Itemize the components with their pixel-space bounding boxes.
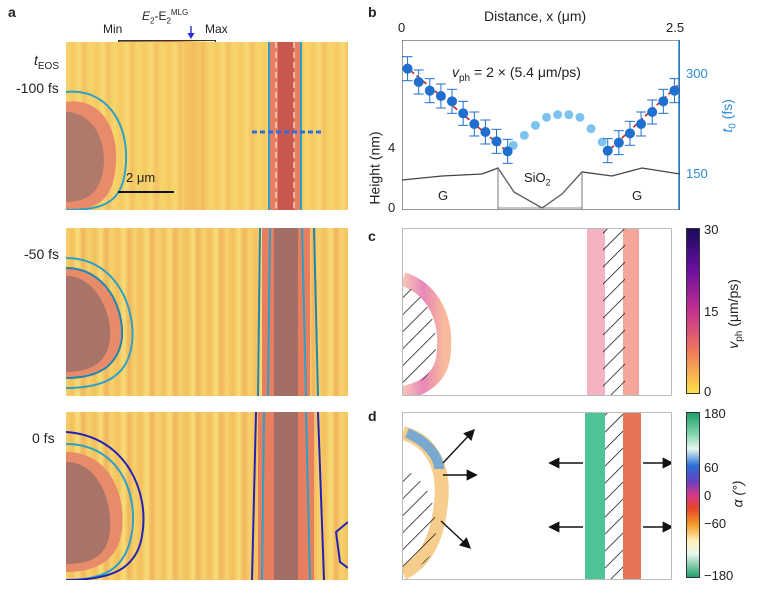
b-region-sio2-sub: 2 <box>545 177 551 188</box>
b-velocity-v: v <box>452 64 459 80</box>
panel-letter-c: c <box>368 228 376 244</box>
kpfm-image-1: 2 μm <box>66 42 348 210</box>
dark-point <box>502 146 513 157</box>
light-point <box>519 130 529 140</box>
b-right-tick-150: 150 <box>686 166 708 181</box>
plot-b <box>402 40 680 210</box>
b-top-tick-0: 0 <box>398 20 406 35</box>
dark-point <box>469 119 480 129</box>
dark-point <box>491 136 502 147</box>
light-point <box>553 110 563 120</box>
t-eos-label: tEOS <box>34 52 59 72</box>
dark-point <box>424 85 435 96</box>
cbar-d-gradient <box>686 412 700 578</box>
cbar-c-tick-0: 0 <box>704 384 712 399</box>
b-region-sio2-text: SiO <box>524 170 546 185</box>
cbar-d-tick-neg60: −60 <box>704 516 727 531</box>
dark-point <box>647 107 658 117</box>
cbar-a-max: Max <box>205 22 228 36</box>
cbar-c-tick-30: 30 <box>704 222 719 237</box>
cbar-a-title-dash: -E <box>154 9 167 23</box>
t-eos-main: t <box>34 52 38 68</box>
light-point <box>575 112 585 122</box>
cbar-c-tick-15: 15 <box>704 304 719 319</box>
b-right-axis-sub: 0 <box>727 123 739 129</box>
cbar-a-title-sub: 2 <box>150 16 155 26</box>
dark-point <box>458 108 469 119</box>
b-region-sio2: SiO2 <box>524 170 551 188</box>
cbar-a-title-sub2: 2 <box>166 16 171 26</box>
cbar-d-tick-180: 180 <box>704 406 726 421</box>
cbar-d-tick-neg180: −180 <box>704 568 734 583</box>
cbar-c-label-unit: (μm/ps) <box>724 279 741 331</box>
cbar-a-title: E2-E2MLG <box>142 8 188 25</box>
dark-point <box>669 85 680 96</box>
b-left-tick-4: 4 <box>388 140 396 155</box>
cbar-c-gradient <box>686 228 700 394</box>
time-label-1: -100 fs <box>16 80 59 96</box>
b-right-axis-t: t <box>718 128 735 133</box>
panel-letter-a: a <box>8 4 16 20</box>
dark-point <box>602 145 613 156</box>
scalebar-label: 2 μm <box>126 170 156 185</box>
light-point <box>530 120 540 130</box>
b-right-axis-unit: (fs) <box>718 99 735 124</box>
kpfm-image-3 <box>66 412 348 580</box>
cbar-a-min: Min <box>103 22 123 36</box>
dark-point <box>435 91 446 101</box>
cbar-a-title-e: E <box>142 9 151 23</box>
b-velocity-value: = 2 × (5.4 μm/ps) <box>470 64 581 80</box>
dark-point <box>480 127 491 137</box>
kpfm-image-2 <box>66 228 348 396</box>
cbar-d-label: α (°) <box>729 480 746 508</box>
b-left-tick-0: 0 <box>388 200 396 215</box>
light-point <box>508 140 518 150</box>
t-eos-sub: EOS <box>37 60 60 72</box>
cbar-a-title-sup: MLG <box>170 8 189 17</box>
cbar-d-tick-0: 0 <box>704 488 712 503</box>
dark-point <box>447 96 458 107</box>
b-right-tick-300: 300 <box>686 66 708 81</box>
light-point <box>564 110 574 120</box>
panel-letter-b: b <box>368 4 377 20</box>
light-point <box>597 137 607 147</box>
cbar-c-label: vph (μm/ps) <box>725 279 745 349</box>
dark-point <box>624 128 635 139</box>
dark-point <box>413 77 424 87</box>
b-velocity-annotation: vph = 2 × (5.4 μm/ps) <box>452 64 581 84</box>
b-region-g-left: G <box>438 188 449 203</box>
cbar-c-label-sub: ph <box>733 330 745 342</box>
time-label-3: 0 fs <box>32 430 55 446</box>
velocity-map <box>402 228 672 396</box>
cbar-d-tick-60: 60 <box>704 460 719 475</box>
cbar-a-arrow-icon <box>187 26 195 39</box>
light-point <box>542 112 552 122</box>
time-label-2: -50 fs <box>24 246 60 262</box>
b-velocity-sub: ph <box>459 72 471 84</box>
b-top-axis-label: Distance, x (μm) <box>484 8 587 24</box>
dark-point <box>402 63 413 74</box>
dark-point <box>613 137 624 148</box>
dark-point <box>636 119 647 129</box>
b-top-tick-1: 2.5 <box>666 20 685 35</box>
b-left-axis-label: Height (nm) <box>366 131 383 205</box>
angle-map <box>402 412 672 580</box>
light-point <box>586 124 596 134</box>
cbar-c-label-v: v <box>724 341 741 349</box>
panel-letter-d: d <box>368 408 377 424</box>
b-right-axis-label: t0 (fs) <box>719 99 739 133</box>
b-region-g-right: G <box>632 188 643 203</box>
dark-point <box>658 96 669 107</box>
